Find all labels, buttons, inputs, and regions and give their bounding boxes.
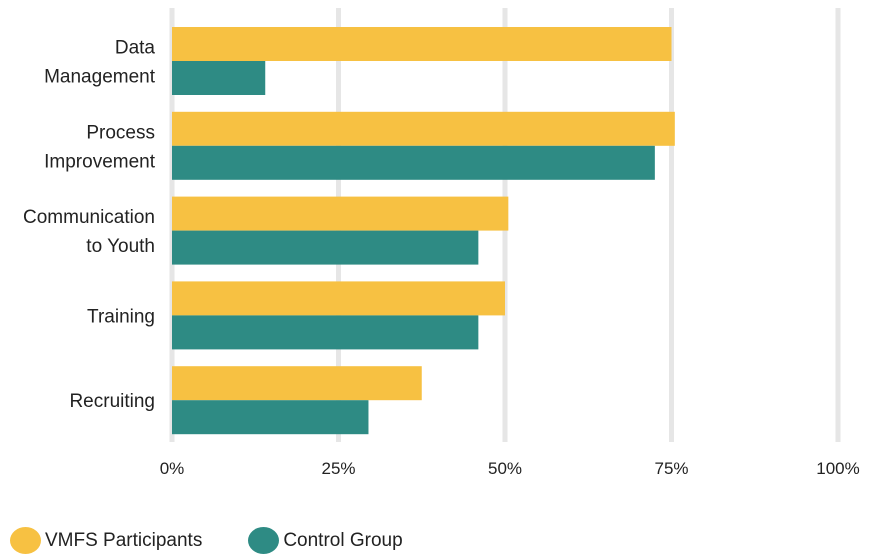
bar-vmfs-participants xyxy=(172,366,422,401)
category-label-line: Communication xyxy=(23,207,155,228)
x-tick-label: 50% xyxy=(488,459,522,478)
category-label: Training xyxy=(87,306,155,327)
bar-control-group xyxy=(172,145,655,180)
bar-vmfs-participants xyxy=(172,196,509,231)
category-label-line: Management xyxy=(44,67,156,88)
category-label-line: Improvement xyxy=(44,151,156,172)
legend-swatch-vmfs-participants xyxy=(10,527,41,554)
x-tick-label: 0% xyxy=(160,459,185,478)
category-label-line: Data xyxy=(115,38,156,59)
legend-label-vmfs-participants: VMFS Participants xyxy=(45,529,203,551)
bar-control-group xyxy=(172,61,266,95)
x-tick-label: 100% xyxy=(816,459,859,478)
x-tick-label: 25% xyxy=(321,459,355,478)
category-label-line: Training xyxy=(87,306,155,327)
bar-vmfs-participants xyxy=(172,27,672,61)
category-label: Recruiting xyxy=(69,391,155,412)
category-label-line: Recruiting xyxy=(69,391,155,412)
bar-vmfs-participants xyxy=(172,281,505,316)
category-label-line: Process xyxy=(86,122,155,143)
legend-swatch-control-group xyxy=(248,527,280,554)
bar-vmfs-participants xyxy=(172,111,675,146)
legend-item-vmfs-participants: VMFS Participants xyxy=(10,527,202,554)
legend-item-control-group: Control Group xyxy=(248,527,403,554)
bar-control-group xyxy=(172,230,479,265)
category-label-line: to Youth xyxy=(86,236,155,257)
category-label: Communication to Youth xyxy=(23,207,155,257)
x-tick-label: 75% xyxy=(654,459,688,478)
category-label: Process Improvement xyxy=(44,122,156,172)
category-label: Data Management xyxy=(44,38,156,88)
bar-control-group xyxy=(172,400,369,435)
legend-label-control-group: Control Group xyxy=(283,529,403,551)
chart-legend: VMFS Participants Control Group xyxy=(10,527,449,554)
bar-control-group xyxy=(172,315,479,350)
